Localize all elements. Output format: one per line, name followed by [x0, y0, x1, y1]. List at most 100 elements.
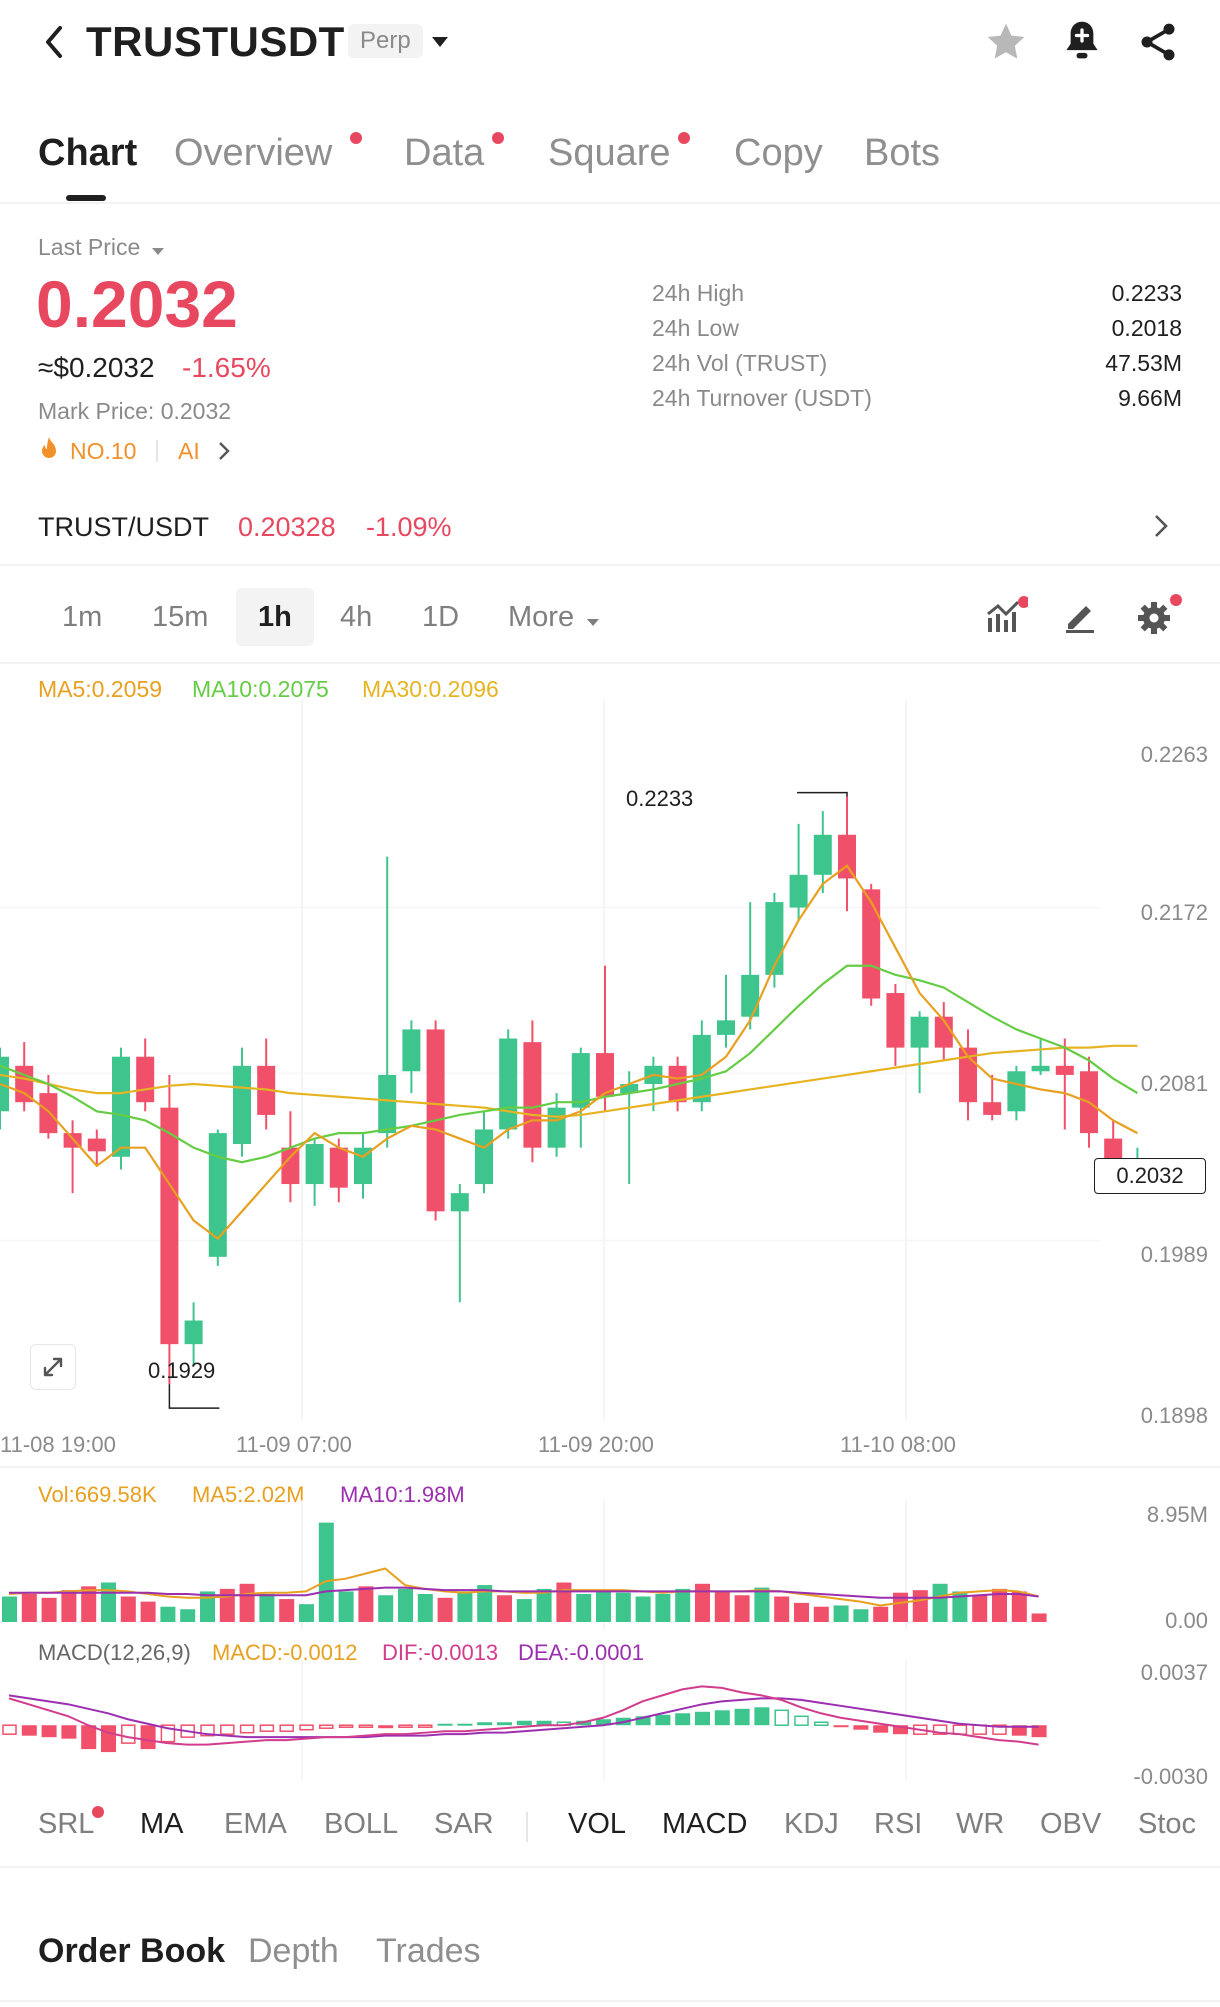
candle-body: [281, 1147, 300, 1185]
gear-icon[interactable]: [1136, 594, 1182, 636]
volume-bar: [457, 1591, 473, 1622]
chevron-right-icon: [1152, 512, 1170, 545]
tab-bots[interactable]: Bots: [864, 132, 941, 174]
tab-square[interactable]: Square: [548, 132, 671, 174]
candle-body: [402, 1029, 421, 1072]
ma5-legend: MA5:0.2059: [38, 676, 163, 702]
timeframe-1m[interactable]: 1m: [62, 601, 103, 633]
ai-link[interactable]: AI: [178, 438, 200, 464]
notification-dot: [678, 132, 690, 144]
divider: [0, 2000, 1220, 2002]
tab-chart[interactable]: Chart: [38, 132, 138, 174]
rank-badge[interactable]: NO.10: [70, 438, 137, 464]
indicator-boll[interactable]: BOLL: [324, 1808, 399, 1840]
tab-copy[interactable]: Copy: [734, 132, 823, 174]
chevron-down-icon[interactable]: [430, 34, 450, 50]
volume-bar: [160, 1606, 176, 1622]
volume-bar: [516, 1599, 532, 1622]
vol-min-label: 0.00: [1165, 1608, 1208, 1633]
volume-bar: [378, 1595, 394, 1622]
volume-bar: [576, 1593, 592, 1622]
macd-bar: [516, 1720, 532, 1726]
volume-bar: [1011, 1591, 1027, 1622]
indicator-wr[interactable]: WR: [956, 1808, 1005, 1840]
indicator-kdj[interactable]: KDJ: [784, 1808, 839, 1840]
back-icon[interactable]: [38, 22, 68, 62]
volume-bar: [259, 1593, 275, 1622]
timeframe-more[interactable]: More: [508, 588, 600, 646]
tab-order-book[interactable]: Order Book: [38, 1932, 226, 1970]
candle-body: [571, 1053, 590, 1108]
volume-bar: [318, 1522, 334, 1622]
indicator-rsi[interactable]: RSI: [874, 1808, 923, 1840]
volume-bar: [972, 1595, 988, 1622]
ma5-line: [0, 864, 1138, 1241]
star-icon[interactable]: [984, 20, 1028, 64]
candle-body: [1007, 1071, 1026, 1112]
low-label: 0.1929: [148, 1358, 216, 1383]
price-change: -1.65%: [182, 352, 271, 383]
macd-bar: [754, 1707, 770, 1726]
indicator-obv[interactable]: OBV: [1040, 1808, 1102, 1840]
usd-value: ≈$0.2032: [38, 352, 155, 383]
candle-body: [813, 834, 832, 875]
stat-label: 24h Turnover (USDT): [652, 385, 872, 411]
tab-depth[interactable]: Depth: [248, 1932, 339, 1970]
last-price-label[interactable]: Last Price: [38, 234, 165, 262]
chevron-right-icon[interactable]: [216, 440, 232, 462]
candle-body: [450, 1193, 469, 1212]
indicator-ma[interactable]: MA: [140, 1808, 184, 1840]
candle-body: [0, 1056, 9, 1112]
volume-bar: [219, 1588, 235, 1622]
indicator-macd[interactable]: MACD: [662, 1808, 748, 1840]
indicator-stoch[interactable]: Stoc: [1138, 1808, 1197, 1840]
page-title: TRUSTUSDT: [86, 18, 345, 65]
macd-bar: [1011, 1725, 1027, 1736]
price-alert-icon[interactable]: [1060, 18, 1104, 64]
macd-bar: [437, 1723, 453, 1726]
candle-body: [136, 1056, 155, 1103]
draw-pen-icon[interactable]: [1060, 596, 1100, 636]
macd-bar: [774, 1709, 789, 1726]
indicator-ema[interactable]: EMA: [224, 1808, 287, 1840]
indicator-vol[interactable]: VOL: [568, 1808, 627, 1840]
indicator-sar[interactable]: SAR: [434, 1808, 494, 1840]
tab-data[interactable]: Data: [404, 132, 485, 174]
share-icon[interactable]: [1136, 20, 1180, 64]
volume-bar: [338, 1591, 354, 1622]
divider: [0, 1866, 1220, 1868]
volume-bar: [437, 1597, 453, 1622]
indicator-srl[interactable]: SRL: [38, 1808, 95, 1840]
macd-bar: [200, 1724, 215, 1737]
stat-label: 24h Vol (TRUST): [652, 350, 828, 376]
macd-bar: [853, 1725, 869, 1730]
candlestick-chart[interactable]: [0, 700, 1220, 1420]
macd-bar: [714, 1710, 730, 1726]
last-price: 0.2032: [36, 267, 238, 341]
timeframe-15m[interactable]: 15m: [152, 601, 209, 633]
divider: [0, 202, 1220, 204]
candle-body: [87, 1138, 106, 1152]
fire-icon: [38, 436, 64, 464]
tab-trades[interactable]: Trades: [376, 1932, 481, 1970]
volume-bar: [952, 1591, 968, 1622]
divider: [0, 1466, 1220, 1468]
timeframe-1h[interactable]: 1h: [236, 588, 314, 646]
spot-pair-row[interactable]: TRUST/USDT 0.20328 -1.09%: [0, 488, 1220, 564]
tab-overview[interactable]: Overview: [174, 132, 333, 174]
volume-bar: [279, 1599, 295, 1622]
high-label: 0.2233: [626, 786, 694, 811]
candle-body: [934, 1016, 953, 1048]
volume-bar: [932, 1583, 948, 1622]
macd-bar: [279, 1724, 294, 1732]
y-tick: 0.1898: [1140, 1403, 1208, 1428]
expand-icon[interactable]: [30, 1344, 76, 1390]
timeframe-1d[interactable]: 1D: [422, 601, 460, 633]
indicator-icon[interactable]: [984, 596, 1030, 636]
divider: [0, 564, 1220, 566]
macd-bar: [378, 1725, 394, 1729]
timeframe-4h[interactable]: 4h: [340, 601, 373, 633]
macd-bar: [675, 1713, 691, 1726]
volume-bar: [596, 1591, 611, 1622]
macd-bar: [319, 1724, 334, 1729]
